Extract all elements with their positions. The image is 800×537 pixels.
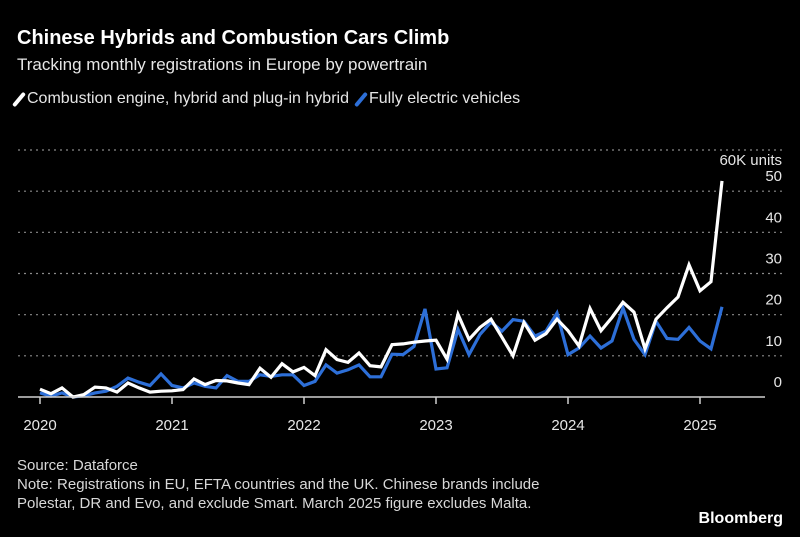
legend-label: Combustion engine, hybrid and plug-in hy… [27, 90, 349, 107]
legend-item-electric: Fully electric vehicles [353, 90, 521, 108]
y-tick-label: 40 [765, 209, 782, 226]
y-tick-label: 20 [765, 292, 782, 309]
legend-item-combustion: Combustion engine, hybrid and plug-in hy… [12, 90, 349, 108]
bloomberg-logo: Bloomberg [698, 510, 783, 527]
y-tick-label: 0 [774, 374, 782, 391]
y-unit-label: 60K units [719, 152, 782, 169]
legend: Combustion engine, hybrid and plug-in hy… [12, 90, 521, 108]
series-line-combustion [39, 180, 724, 399]
chart-title: Chinese Hybrids and Combustion Cars Clim… [17, 27, 450, 49]
chart-subtitle: Tracking monthly registrations in Europe… [17, 55, 428, 74]
x-tick-label: 2024 [551, 417, 584, 434]
source-text: Source: Dataforce [17, 457, 138, 474]
x-tick-label: 2023 [419, 417, 452, 434]
y-tick-label: 10 [765, 333, 782, 350]
x-tick-label: 2022 [287, 417, 320, 434]
legend-label: Fully electric vehicles [368, 90, 521, 107]
y-tick-label: 30 [765, 251, 782, 268]
series-line-electric [39, 303, 724, 399]
note-text: Note: Registrations in EU, EFTA countrie… [17, 476, 540, 512]
footer: Source: Dataforce Note: Registrations in… [17, 456, 577, 513]
y-tick-label: 50 [765, 168, 782, 185]
x-tick-label: 2025 [683, 417, 716, 434]
x-tick-label: 2020 [23, 417, 56, 434]
x-tick-label: 2021 [155, 417, 188, 434]
